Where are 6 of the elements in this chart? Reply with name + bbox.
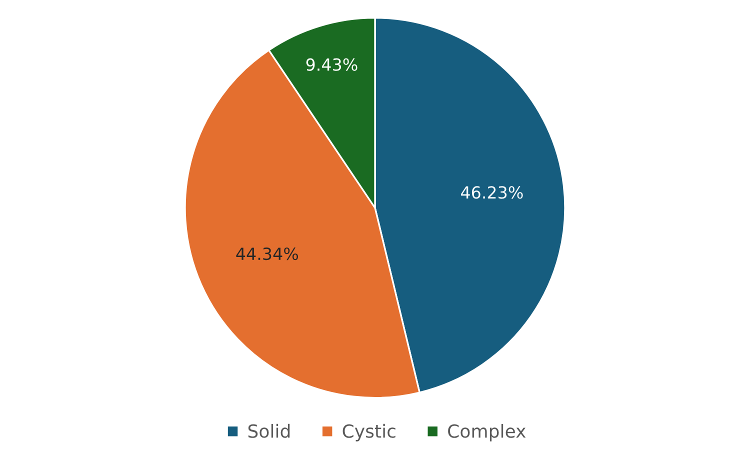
legend-label: Solid xyxy=(248,424,290,438)
legend-label: Cystic xyxy=(342,424,396,442)
data-label: 46.23% xyxy=(461,186,523,199)
data-label: 44.34% xyxy=(236,248,298,260)
data-label: 9.43% xyxy=(306,58,358,71)
legend-label: Complex xyxy=(448,424,526,442)
